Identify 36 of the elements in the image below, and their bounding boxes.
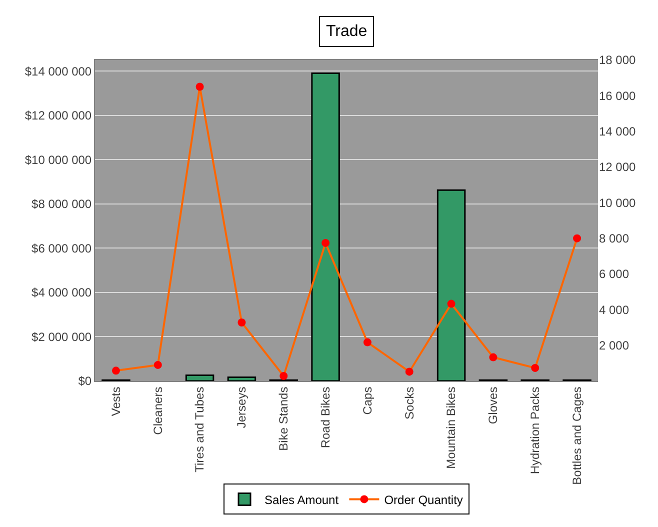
x-tick-label: Socks — [402, 386, 416, 420]
bar — [311, 72, 340, 381]
y-tick-label: $8 000 000 — [32, 197, 92, 212]
y2-tick-label: 16 000 — [599, 88, 636, 103]
x-tick-label: Tires and Tubes — [192, 386, 207, 472]
x-tick-label: Gloves — [486, 386, 500, 424]
x-tick-label: Cleaners — [150, 386, 165, 435]
chart-title: Trade — [326, 23, 368, 40]
y2-tick-label: 18 000 — [599, 53, 636, 68]
y-tick-label: $2 000 000 — [32, 330, 92, 344]
x-tick-label: Jerseys — [234, 386, 249, 428]
y2-tick-label: 6 000 — [599, 267, 630, 282]
y-tick-label: $12 000 000 — [24, 108, 92, 123]
x-tick-label: Bottles and Cages — [570, 386, 584, 485]
y-tick-label: $0 — [78, 374, 92, 388]
x-tick-label: Caps — [360, 386, 374, 415]
y2-tick-label: 12 000 — [599, 160, 636, 174]
legend-label: Order Quantity — [384, 492, 463, 507]
bar — [436, 189, 466, 381]
y2-tick-label: 4 000 — [599, 302, 630, 317]
y-tick-label: $14 000 000 — [24, 64, 92, 78]
x-tick-label: Vests — [108, 386, 123, 416]
y2-tick-label: 2 000 — [599, 338, 630, 353]
x-tick-label: Hydration Packs — [528, 386, 542, 474]
y-tick-label: $4 000 000 — [32, 286, 92, 300]
y2-tick-label: 14 000 — [599, 124, 636, 139]
y2-tick-label: 10 000 — [599, 196, 636, 210]
bar — [227, 376, 256, 381]
x-tick-label: Road Bikes — [318, 386, 332, 448]
x-tick-label: Mountain Bikes — [444, 386, 458, 469]
x-tick-label: Bike Stands — [276, 386, 291, 451]
bar — [185, 374, 214, 381]
y2-tick-label: 8 000 — [599, 232, 630, 246]
y-tick-label: $6 000 000 — [32, 241, 92, 256]
legend-label: Sales Amount — [264, 492, 340, 507]
y-tick-label: $10 000 000 — [24, 152, 92, 167]
